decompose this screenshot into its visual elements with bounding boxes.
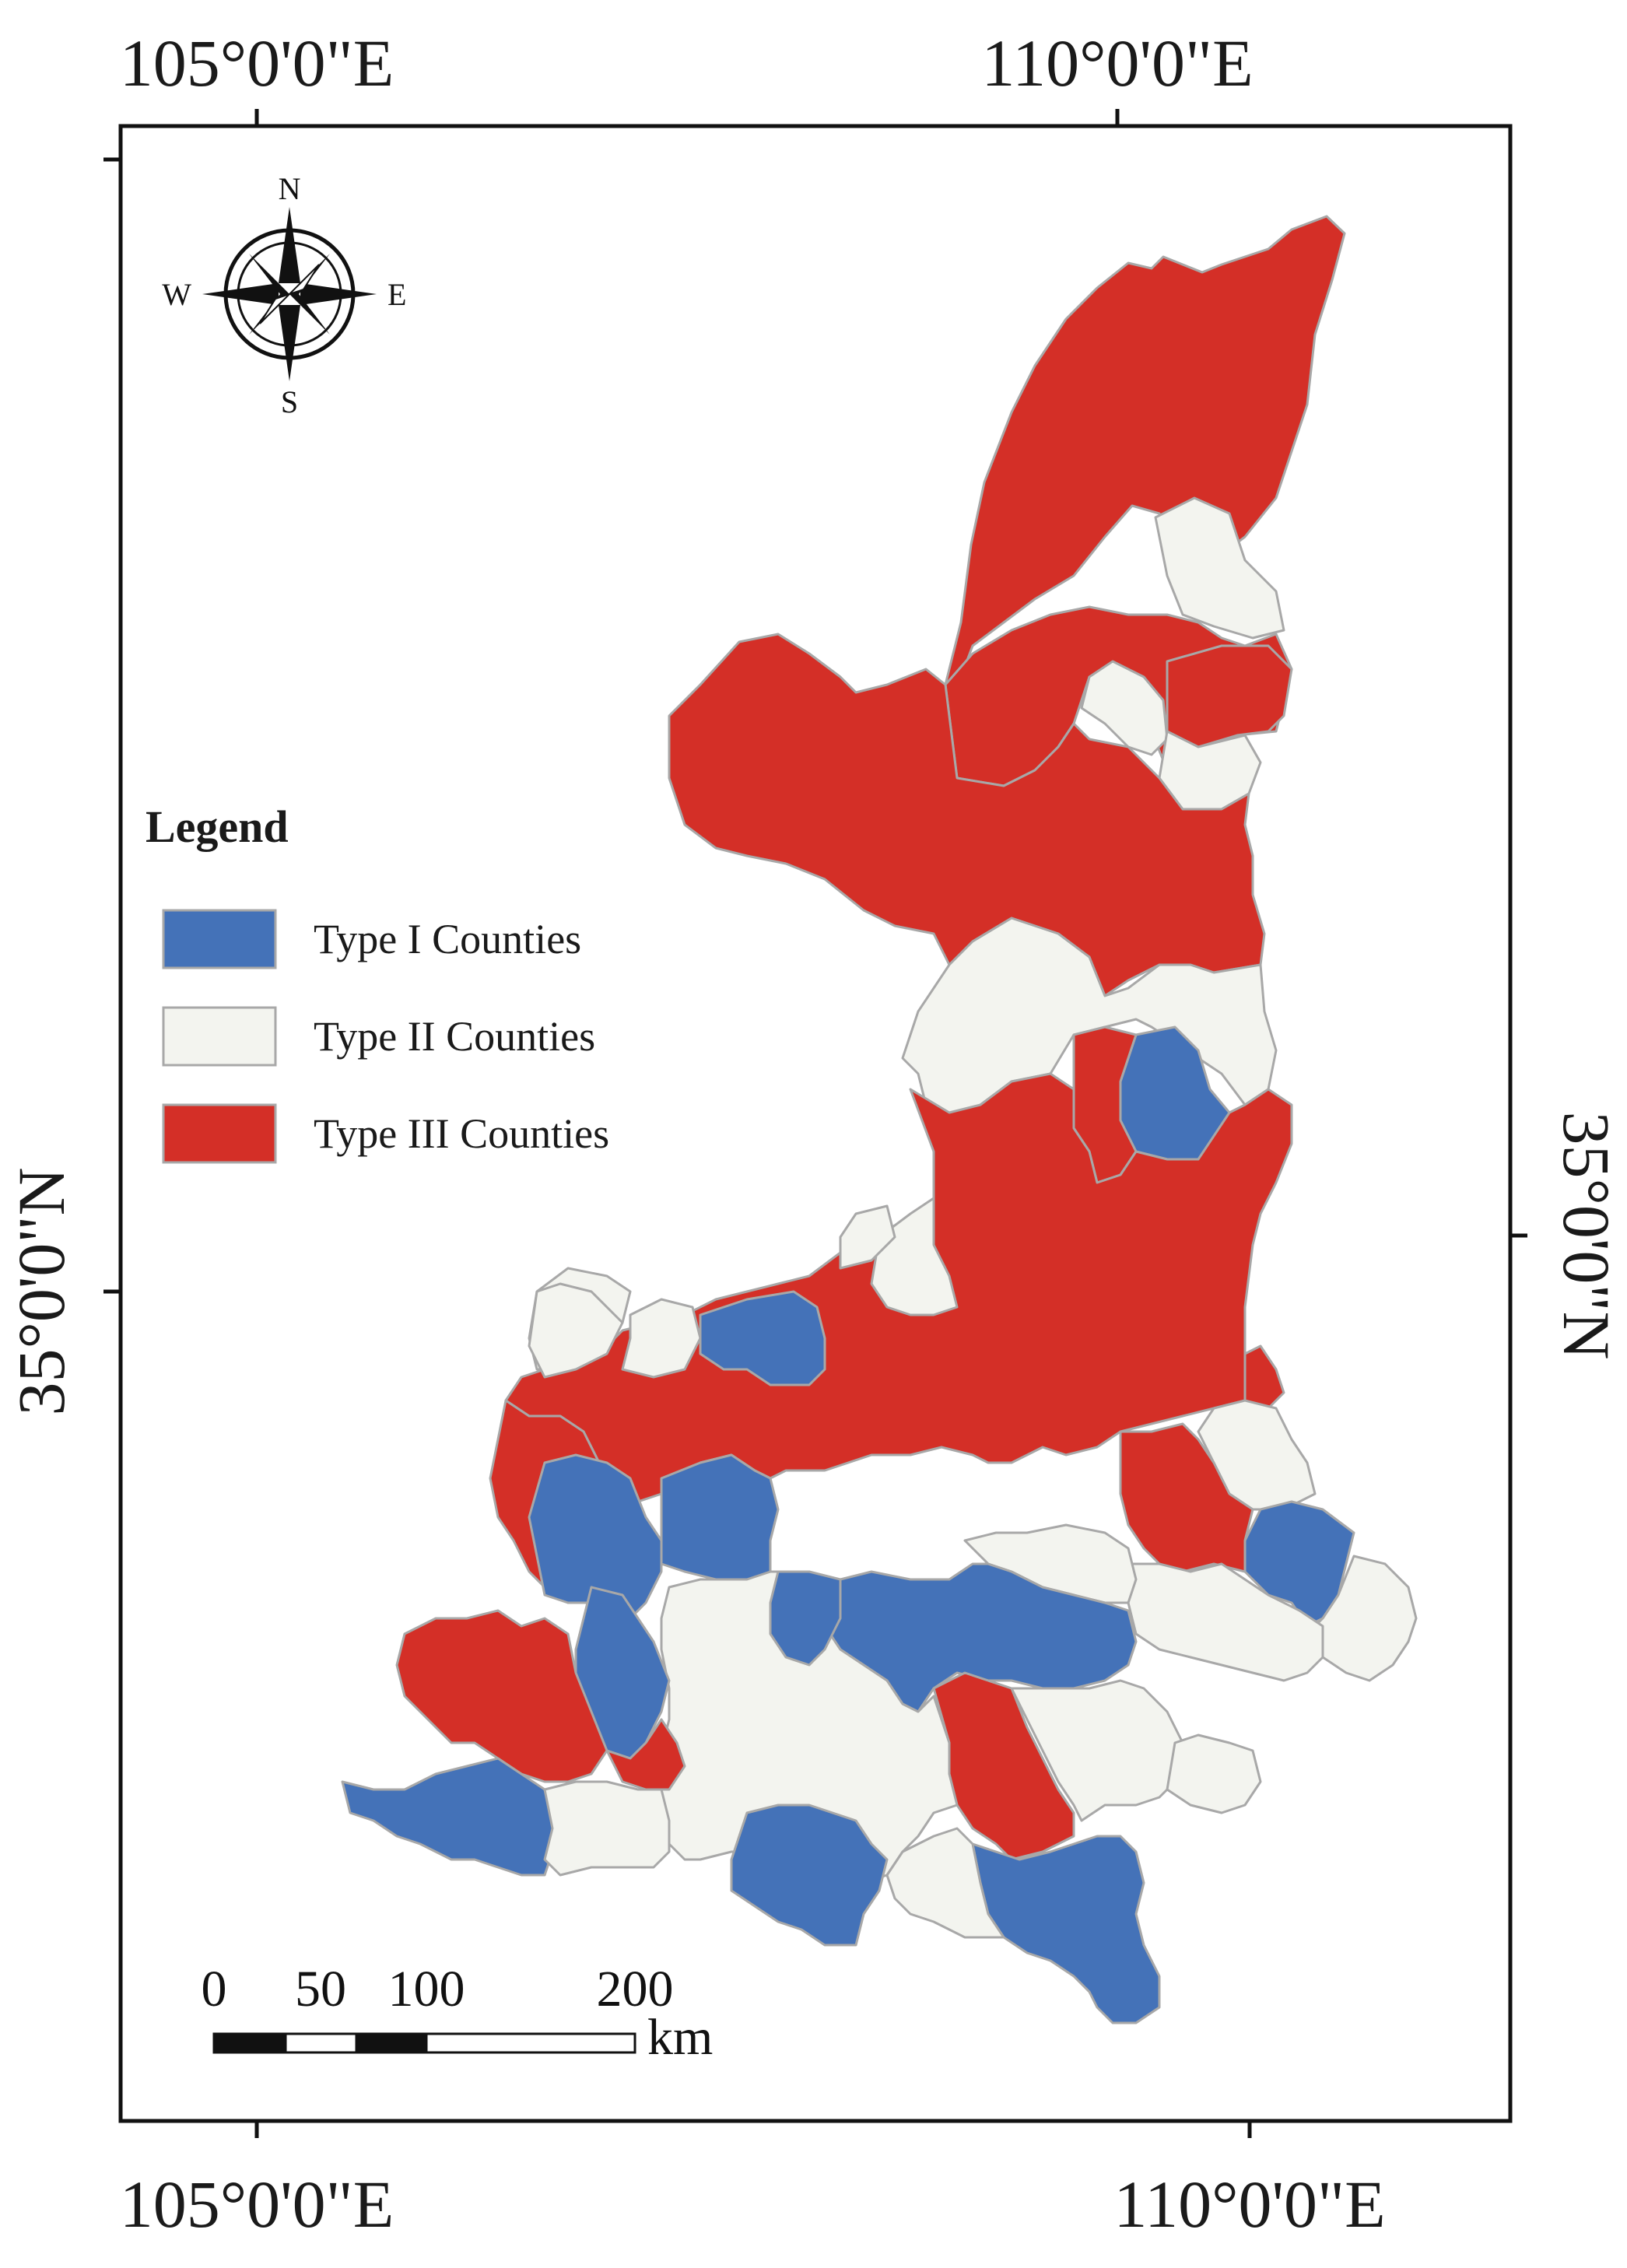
legend-swatch-type2: [162, 1006, 277, 1067]
bottom-right-lon-label: 110°0'0"E: [1113, 2167, 1385, 2242]
county-type2: [1166, 1733, 1262, 1814]
county-type1: [699, 1290, 826, 1386]
county-type2: [621, 1298, 702, 1379]
compass-diagonal-light-icon: [289, 264, 320, 295]
scale-unit-label: km: [647, 2009, 713, 2066]
scale-bar: 0 50 100 200 km: [202, 1961, 714, 2066]
legend-swatch-type1: [162, 909, 277, 969]
county-type2: [1010, 1679, 1184, 1822]
compass-west-point-icon: [202, 283, 279, 305]
legend: Legend Type I Counties Type II Counties …: [146, 801, 609, 1164]
county-type3: [1119, 1422, 1254, 1573]
compass-north-point-icon: [279, 207, 300, 283]
right-lat-label: 35°0'0"N: [1549, 1111, 1624, 1359]
scale-segment-4: [425, 2032, 636, 2054]
legend-swatch-type3: [162, 1103, 277, 1164]
scale-label-0: 0: [202, 1961, 227, 2017]
county-type1: [971, 1835, 1161, 2024]
compass-south-label: S: [281, 384, 298, 419]
county-type2: [1080, 660, 1169, 756]
compass-diagonal-light-icon: [259, 293, 290, 324]
graticule-ticks: [103, 109, 1527, 2138]
county-type2: [528, 1282, 624, 1379]
county-type2: [1154, 496, 1285, 640]
county-regions: [341, 215, 1418, 2024]
scale-segment-3: [355, 2032, 428, 2054]
county-type1: [730, 1804, 889, 1947]
compass-east-label: E: [387, 277, 406, 312]
county-type2: [839, 1204, 896, 1270]
legend-label-type1: Type I Counties: [314, 916, 581, 962]
top-right-lon-label: 110°0'0"E: [981, 26, 1253, 100]
scale-label-200: 200: [597, 1961, 674, 2017]
scale-label-50: 50: [295, 1961, 346, 2017]
scale-segment-2: [284, 2032, 358, 2054]
legend-title: Legend: [146, 801, 289, 852]
compass-north-label: N: [279, 171, 301, 206]
top-left-lon-label: 105°0'0"E: [120, 26, 394, 100]
north-arrow-compass: N S E W: [162, 171, 406, 419]
scale-label-100: 100: [388, 1961, 465, 2017]
compass-south-point-icon: [279, 305, 300, 381]
left-lat-label: 35°0'0"N: [4, 1167, 79, 1415]
county-type2: [543, 1780, 671, 1877]
county-type2: [885, 1827, 1005, 1939]
county-type1: [769, 1570, 842, 1667]
legend-label-type2: Type II Counties: [314, 1013, 595, 1060]
county-type3: [668, 633, 1266, 997]
county-type2: [1127, 1562, 1324, 1682]
county-type3: [605, 1718, 686, 1791]
legend-label-type3: Type III Counties: [314, 1110, 609, 1157]
county-type1: [660, 1453, 780, 1581]
scale-segment-1: [212, 2032, 287, 2054]
bottom-left-lon-label: 105°0'0"E: [120, 2167, 394, 2242]
county-type3: [395, 1609, 608, 1783]
compass-east-point-icon: [300, 283, 377, 305]
compass-west-label: W: [162, 277, 191, 312]
